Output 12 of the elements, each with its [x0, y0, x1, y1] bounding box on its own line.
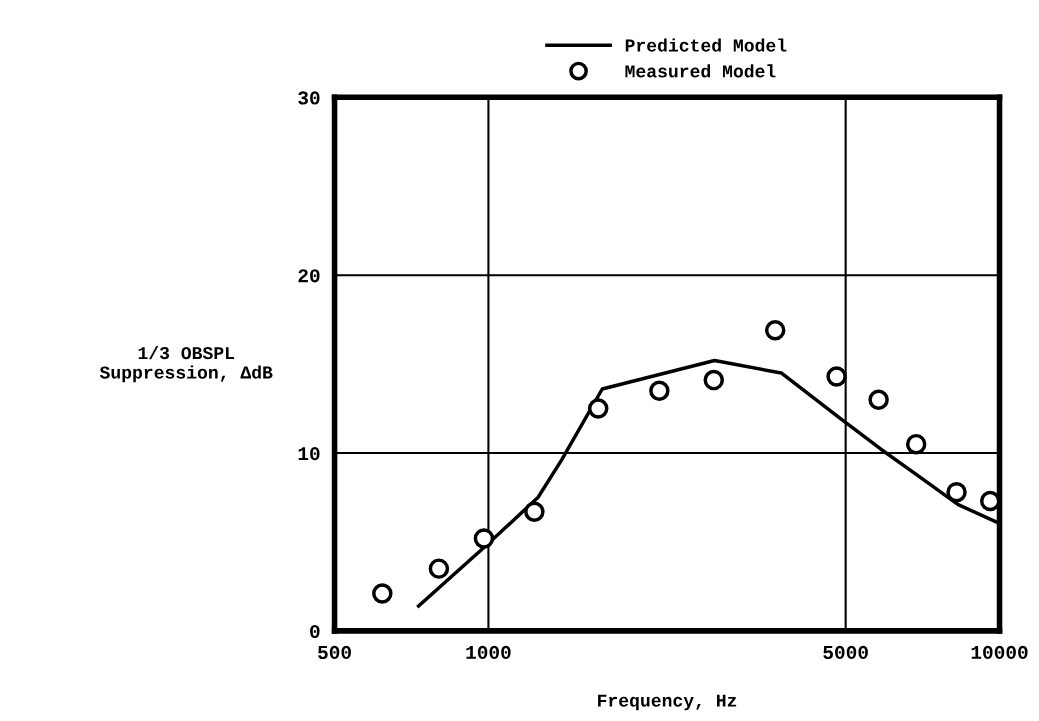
legend-label: Measured Model	[625, 64, 776, 78]
y-tick-label: 10	[298, 447, 320, 461]
x-tick-label: 500	[318, 645, 351, 660]
y-tick-label: 30	[298, 91, 320, 105]
x-tick-label: 10000	[971, 645, 1028, 660]
x-tick-label: 5000	[823, 645, 868, 660]
y-tick-label: 0	[310, 624, 320, 639]
y-tick-label: 20	[298, 269, 320, 283]
legend-label: Predicted Model	[625, 38, 787, 52]
x-axis-title: Frequency, Hz	[598, 694, 737, 711]
x-tick-label: 1000	[466, 645, 511, 660]
y-axis-title: 1/3 OBSPL Suppression, ΔdB	[99, 345, 273, 383]
